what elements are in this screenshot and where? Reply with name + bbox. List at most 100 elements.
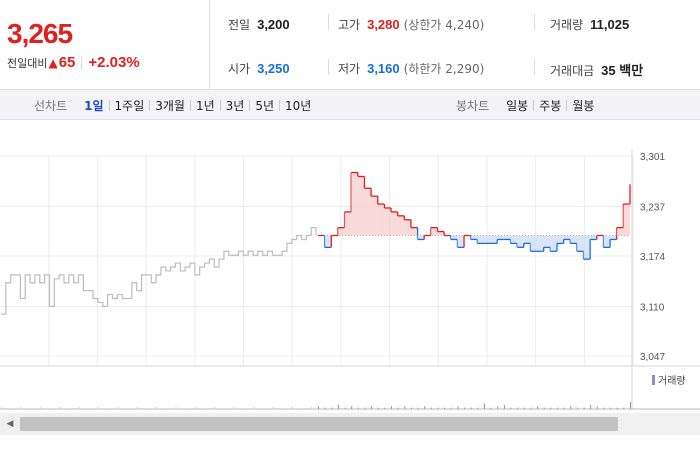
line-period-tab-1[interactable]: 1주일: [114, 98, 145, 113]
area-fill: [324, 235, 332, 248]
line-period-tab-0[interactable]: 1일: [84, 98, 104, 113]
area-fill: [457, 235, 465, 248]
volume-bar: [477, 407, 479, 409]
divider: [249, 99, 251, 111]
volume-bar: [630, 402, 631, 409]
high-label: 고가: [338, 18, 361, 32]
volume-bar: [59, 407, 61, 409]
volume-bar: [470, 407, 472, 409]
volume-bar: [583, 407, 585, 409]
volume-bar: [404, 406, 406, 409]
volume-bar: [570, 406, 572, 409]
area-fill: [351, 172, 358, 236]
volume-bar: [483, 403, 485, 409]
area-fill: [503, 235, 511, 240]
y-tick-label: 3,110: [640, 302, 665, 313]
change-percent: +2.03%: [88, 54, 140, 71]
scroll-left-icon[interactable]: ◀: [6, 419, 14, 429]
price-box: 3,265 전일대비 ▲ 65 +2.03%: [0, 0, 210, 90]
area-fill: [384, 207, 392, 236]
change-label: 전일대비: [7, 56, 48, 70]
volume-bar: [430, 407, 432, 409]
volume-bar: [214, 407, 216, 409]
area-fill: [391, 211, 398, 236]
area-fill: [510, 235, 518, 244]
area-fill: [616, 227, 624, 236]
area-fill: [410, 227, 418, 236]
volume-bar: [39, 407, 41, 409]
volume: 거래량 11,025: [550, 16, 629, 33]
area-fill: [371, 196, 378, 236]
area-fill: [576, 235, 584, 252]
area-fill: [563, 235, 571, 240]
volume-bar: [156, 407, 158, 409]
area-fill: [397, 215, 405, 236]
change-value: 65: [58, 54, 76, 71]
candle-period-tab-0[interactable]: 일봉: [506, 98, 529, 113]
volume-bar: [20, 407, 22, 409]
area-fill: [437, 231, 445, 236]
line-chart-periods: 선차트 1일 1주일 3개월 1년 3년 5년 10년: [34, 90, 316, 120]
open-label: 시가: [228, 62, 251, 76]
line-period-tab-3[interactable]: 1년: [195, 98, 215, 113]
volume-bar: [291, 407, 293, 409]
divider: [189, 99, 191, 111]
y-tick-label: 3,174: [640, 252, 665, 263]
volume-bar: [424, 406, 426, 409]
volume-bar: [590, 404, 592, 409]
volume-bar: [1, 407, 2, 409]
volume-bar: [97, 407, 99, 409]
volume-bar: [194, 407, 196, 409]
area-fill: [490, 235, 498, 244]
line-period-tab-4[interactable]: 3년: [225, 98, 245, 113]
candle-chart-title: 봉차트: [456, 98, 490, 113]
area-fill: [417, 235, 425, 240]
scroll-thumb[interactable]: [20, 417, 618, 431]
low-value: 3,160: [367, 61, 400, 76]
trade-amount: 거래대금 35 백만: [550, 60, 643, 79]
high-price: 고가 3,280 (상한가 4,240): [338, 16, 484, 33]
area-fill: [610, 235, 617, 240]
previous-day-line: [1, 227, 317, 315]
change-row: 전일대비 ▲ 65 +2.03%: [7, 54, 140, 71]
info-grid: 전일 3,200 고가 3,280 (상한가 4,240) 거래량 11,025…: [210, 0, 700, 90]
volume-bar: [510, 407, 512, 409]
volume-bar: [596, 406, 598, 409]
open-price: 시가 3,250: [228, 60, 290, 77]
area-fill: [344, 211, 352, 236]
candle-period-tab-1[interactable]: 주봉: [539, 98, 562, 113]
volume-bar: [450, 407, 452, 409]
area-fill: [337, 227, 345, 236]
area-fill: [470, 235, 478, 240]
divider: [81, 55, 83, 70]
divider: [566, 99, 568, 111]
volume-value: 11,025: [590, 17, 630, 32]
line-period-tab-2[interactable]: 3개월: [155, 98, 185, 113]
volume-bar: [311, 407, 313, 409]
volume-bar: [444, 407, 446, 409]
volume-bar: [371, 406, 373, 409]
volume-bar: [384, 407, 386, 409]
chart-scrollbar[interactable]: ◀: [0, 413, 700, 435]
divider: [534, 14, 535, 30]
volume-bar: [324, 407, 326, 409]
volume-legend-label: 거래량: [658, 376, 686, 387]
line-period-tab-6[interactable]: 10년: [285, 98, 312, 113]
area-fill: [530, 235, 538, 252]
volume-bar: [337, 404, 339, 409]
candle-period-tab-2[interactable]: 월봉: [572, 98, 595, 113]
volume-bar: [318, 406, 319, 409]
volume-bar: [457, 406, 459, 409]
chart-toolbar: 선차트 1일 1주일 3개월 1년 3년 5년 10년 봉차트 일봉 주봉 월봉: [0, 90, 700, 120]
volume-bar: [351, 406, 353, 409]
volume-bar: [503, 404, 505, 409]
divider: [328, 59, 329, 75]
volume-bar: [576, 407, 578, 409]
volume-bar: [410, 407, 412, 409]
volume-bar: [550, 407, 552, 409]
volume-bar: [497, 406, 499, 409]
area-fill: [556, 235, 564, 244]
line-period-tab-5[interactable]: 5년: [255, 98, 275, 113]
volume-bar: [616, 407, 618, 409]
volume-bar: [117, 407, 119, 409]
